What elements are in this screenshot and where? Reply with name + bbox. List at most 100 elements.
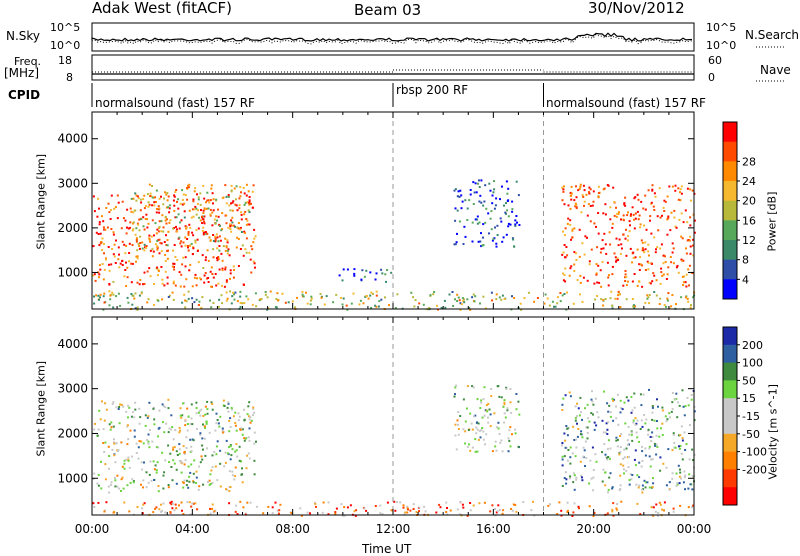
velocity-cell	[645, 418, 648, 421]
velocity-cell	[615, 439, 618, 442]
power-cell	[228, 254, 231, 257]
power-cell	[573, 251, 576, 254]
power-cell	[105, 258, 107, 261]
power-cell	[562, 190, 565, 193]
velocity-cell	[126, 443, 129, 446]
power-cell	[628, 230, 631, 233]
velocity-cell	[146, 416, 149, 419]
power-cell	[670, 261, 673, 264]
power-cell	[151, 185, 153, 187]
velocity-cell	[120, 403, 123, 406]
power-cell	[260, 298, 263, 301]
power-cell	[456, 300, 459, 302]
velocity-cell	[684, 449, 687, 451]
power-cell	[686, 187, 689, 190]
power-cell	[186, 238, 189, 240]
power-cell	[176, 230, 179, 233]
velocity-cell	[564, 439, 567, 442]
power-cell	[481, 244, 484, 247]
velocity-cell	[153, 468, 156, 471]
power-cell	[619, 306, 622, 309]
velocity-cell	[611, 510, 614, 513]
power-cell	[448, 293, 451, 296]
velocity-cell	[172, 438, 175, 441]
velocity-cell	[619, 435, 622, 437]
velocity-cell	[93, 506, 96, 508]
power-cell	[507, 187, 510, 190]
power-cell	[165, 206, 168, 209]
power-cell	[225, 202, 228, 205]
power-cell	[225, 214, 228, 217]
velocity-cell	[381, 513, 384, 516]
velocity-cell	[469, 449, 472, 452]
velocity-cell	[615, 405, 617, 408]
velocity-cell	[678, 482, 681, 485]
velocity-cell	[563, 455, 566, 458]
power-cell	[345, 304, 348, 307]
power-cell	[491, 239, 494, 242]
nsky-label: N.Sky	[6, 29, 41, 43]
power-cell	[679, 188, 682, 191]
power-cell	[134, 233, 137, 236]
power-cell	[97, 197, 100, 200]
power-cell	[122, 217, 125, 220]
power-cell	[128, 242, 131, 245]
power-cell	[125, 261, 127, 264]
velocity-cell	[123, 467, 126, 470]
velocity-cell	[611, 486, 614, 489]
power-colorbar-tick-label: 12	[742, 234, 756, 247]
velocity-cell	[675, 472, 678, 475]
velocity-cell	[688, 458, 691, 461]
power-cell	[236, 300, 239, 303]
velocity-cell	[223, 405, 226, 407]
velocity-cell	[103, 510, 106, 513]
power-cell	[119, 304, 122, 307]
power-cell	[458, 220, 461, 223]
power-cell	[184, 236, 187, 239]
velocity-cell	[104, 402, 107, 405]
velocity-cell	[464, 442, 467, 445]
power-cell	[685, 252, 688, 255]
power-cell	[478, 200, 481, 203]
power-cell	[163, 197, 166, 200]
power-cell	[102, 242, 105, 245]
power-cell	[206, 277, 208, 280]
power-cell	[255, 305, 258, 308]
power-cell	[243, 203, 246, 206]
velocity-cell	[494, 508, 496, 510]
power-cell	[562, 188, 565, 191]
power-cell	[185, 227, 188, 230]
velocity-colorbar-cell	[723, 362, 737, 381]
power-cell	[689, 235, 692, 238]
power-cell	[672, 262, 675, 265]
velocity-cell	[223, 465, 226, 468]
power-cell	[493, 207, 496, 210]
power-cell	[655, 248, 657, 251]
power-cell	[634, 305, 637, 308]
power-cell	[567, 204, 570, 207]
velocity-cell	[620, 433, 623, 436]
velocity-cell	[485, 404, 488, 407]
power-cell	[123, 243, 126, 246]
power-cell	[108, 211, 111, 214]
power-cell	[172, 280, 175, 283]
velocity-cell	[144, 414, 147, 417]
power-cell	[247, 201, 250, 204]
power-cell	[493, 180, 495, 183]
power-cell	[505, 202, 507, 205]
velocity-cell	[299, 507, 302, 510]
power-cell	[99, 268, 102, 271]
x-tick-label: 16:00	[476, 522, 511, 536]
power-cell	[233, 187, 236, 190]
power-cell	[93, 295, 95, 298]
power-cell	[132, 197, 135, 200]
velocity-cell	[253, 431, 256, 434]
power-cell	[211, 224, 214, 227]
velocity-cell	[645, 481, 648, 484]
power-cell	[588, 192, 591, 195]
power-cell	[118, 266, 121, 269]
power-cell	[138, 247, 141, 250]
power-cell	[194, 205, 197, 208]
power-cell	[569, 207, 572, 210]
velocity-cell	[569, 475, 572, 478]
